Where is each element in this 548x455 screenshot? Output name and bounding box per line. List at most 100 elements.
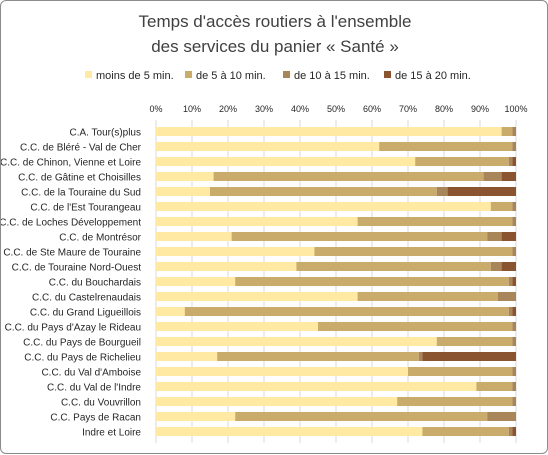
bar-segment [508,307,513,316]
y-category-label: C.C. du Pays de Bourgueil [23,338,141,349]
legend-swatch-4 [384,71,391,78]
y-category-label: C.C. de la Touraine du Sud [21,188,141,199]
legend-swatch-1 [85,71,92,78]
legend-item-2: de 5 à 10 min. [185,70,266,82]
x-tick-label: 100% [504,104,527,114]
bar-segment [296,262,491,271]
x-tick-label: 30% [255,104,273,114]
x-tick-label: 60% [363,104,381,114]
legend-item-1: moins de 5 min. [85,70,174,82]
bar-segment [217,352,419,361]
bar-segment [357,217,513,226]
x-tick-label: 20% [219,104,237,114]
bar-segment [357,292,498,301]
y-category-label: C.C. de Gâtine et Choisilles [18,173,141,184]
bar-segment [156,322,318,331]
bar-segment [436,337,513,346]
chart-title-line-1: Temps d'accès routiers à l'ensemble [138,12,412,31]
bar-segment [422,352,516,361]
y-axis-categories: C.A. Tour(s)plus C.C. de Bléré - Val de C… [1,128,142,439]
legend-label-2: de 5 à 10 min. [196,70,266,82]
bar-segment [512,427,516,436]
y-category-label: C.C. du Val d'Amboise [41,368,141,379]
bar-segment [213,172,484,181]
x-tick-label: 0% [149,104,162,114]
bar-segment [156,187,210,196]
legend-item-4: de 15 à 20 min. [384,70,471,82]
bar-segment [512,397,516,406]
bar-segment [512,322,516,331]
bar-segment [156,382,477,391]
legend-swatch-3 [283,71,290,78]
bar-segment [231,232,488,241]
x-tick-label: 90% [471,104,489,114]
bar-segment [184,307,509,316]
x-tick-label: 70% [399,104,417,114]
bar-segment [512,202,516,211]
legend-swatch-2 [185,71,192,78]
bar-segment [512,142,516,151]
bar-segment [156,232,232,241]
y-category-label: C.C. du Pays d'Azay le Rideau [5,323,141,334]
bar-segment [436,187,448,196]
x-tick-label: 40% [291,104,309,114]
bar-segment [156,247,315,256]
x-axis-ticks: 0% 10% 20% 30% 40% 50% 60% 70% 80% 90% 100% [149,104,527,114]
bar-segment [490,202,513,211]
bar-segment [512,277,516,286]
bar-segment [415,157,509,166]
bar-segment [447,187,516,196]
y-category-label: C.C. Pays de Racan [50,413,141,424]
bar-segment [512,307,516,316]
y-category-label: C.C. de Loches Développement [1,218,141,229]
y-category-label: C.C. du Vouvrillon [61,398,141,409]
chart-bars [156,127,516,436]
bar-segment [156,172,214,181]
bar-segment [156,367,408,376]
bar-segment [490,262,502,271]
bar-segment [156,412,236,421]
bar-segment [156,157,416,166]
bar-segment [501,232,516,241]
bar-segment [501,172,516,181]
bar-segment [156,217,358,226]
x-tick-label: 80% [435,104,453,114]
bar-segment [314,247,513,256]
bar-segment [235,277,509,286]
y-category-label: C.C. de Bléré - Val de Cher [20,143,142,154]
bar-segment [422,427,509,436]
bar-segment [487,412,516,421]
y-category-label: C.C. du Bouchardais [49,278,141,289]
bar-segment [408,367,513,376]
bar-segment [512,247,516,256]
legend-label-3: de 10 à 15 min. [294,70,370,82]
bar-segment [498,292,516,301]
y-category-label: C.C. de Montrésor [59,233,141,244]
bar-segment [156,352,218,361]
bar-segment [156,397,398,406]
y-category-label: C.C. du Castelrenaudais [32,293,141,304]
bar-segment [156,292,358,301]
bar-segment [156,307,185,316]
bar-segment [512,217,516,226]
y-category-label: C.C. de Ste Maure de Touraine [3,248,141,259]
y-category-label: C.C. du Val de l'Indre [47,383,141,394]
bar-segment [501,262,516,271]
bar-segment [487,232,502,241]
bar-segment [418,352,423,361]
bar-segment [379,142,513,151]
bar-segment [508,157,513,166]
bar-segment [156,127,502,136]
bar-segment [508,277,513,286]
bar-segment [512,127,516,136]
bar-segment [210,187,437,196]
bar-segment [156,142,380,151]
legend-label-1: moins de 5 min. [96,70,174,82]
x-tick-label: 10% [183,104,201,114]
bar-segment [476,382,513,391]
chart-legend: moins de 5 min. de 5 à 10 min. de 10 à 1… [1,70,548,84]
bar-segment [156,427,423,436]
bar-segment [508,427,513,436]
